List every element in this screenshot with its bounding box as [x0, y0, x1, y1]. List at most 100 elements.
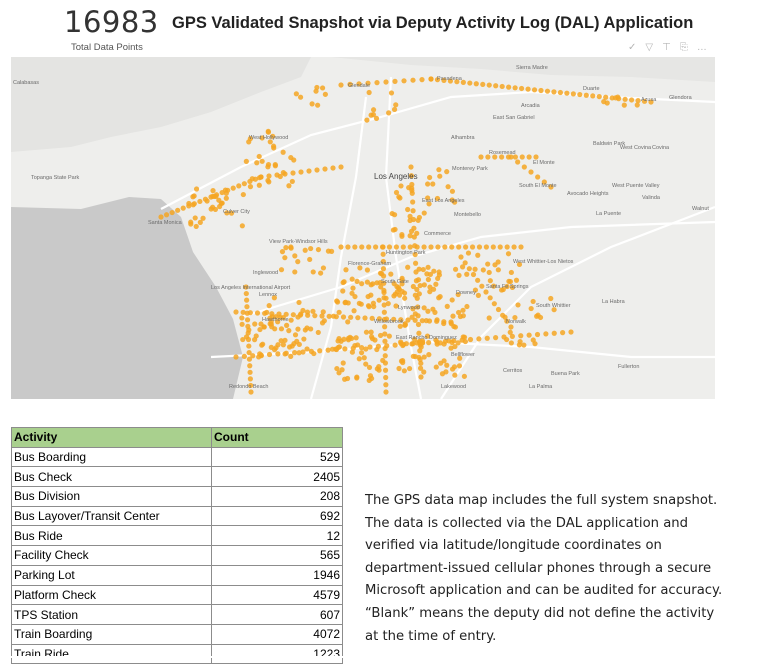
place-label: Azusa [641, 97, 657, 103]
gps-point [352, 293, 358, 300]
filter-icon[interactable]: ⊤ [662, 42, 671, 53]
gps-point [383, 79, 389, 85]
gps-point [382, 345, 388, 352]
table-row: Facility Check 565 [11, 545, 343, 566]
gps-point [461, 373, 467, 379]
filter-icon[interactable]: ▽ [645, 42, 654, 53]
gps-point [340, 360, 346, 366]
gps-point [233, 354, 239, 360]
gps-point [271, 295, 277, 301]
table-row: Bus Boarding 529 [11, 446, 343, 468]
gps-point [311, 350, 317, 357]
place-label: Bellflower [451, 352, 475, 358]
gps-point [506, 84, 512, 90]
gps-point [280, 149, 286, 155]
gps-point [417, 282, 423, 289]
gps-point [330, 313, 337, 319]
place-label: Fullerton [618, 364, 639, 370]
gps-point [399, 233, 405, 239]
activity-count-table: Activity Count Bus Boarding 529 Bus Check… [11, 427, 343, 664]
gps-point [445, 184, 451, 190]
gps-point [354, 278, 360, 284]
gps-point [411, 336, 418, 342]
gps-point [368, 112, 374, 118]
gps-point [551, 89, 557, 95]
column-header-count[interactable]: Count [211, 427, 343, 448]
gps-point [321, 318, 327, 324]
gps-point [495, 267, 501, 273]
gps-point [459, 264, 466, 270]
focus-icon[interactable]: ⎘ [679, 42, 688, 53]
gps-point [480, 81, 486, 88]
gps-point [401, 78, 407, 84]
gps-point [322, 91, 328, 97]
gps-point [447, 78, 454, 84]
gps-point [280, 170, 286, 176]
gps-point [239, 223, 245, 229]
gps-point [495, 259, 501, 265]
gps-point [228, 210, 235, 216]
gps-point [393, 244, 399, 250]
table-row: Train Boarding 4072 [11, 623, 343, 645]
gps-point [433, 337, 439, 343]
gps-point [475, 292, 481, 298]
pin-icon[interactable]: ✓ [628, 42, 637, 53]
gps-point [425, 276, 431, 283]
gps-point [504, 318, 510, 324]
gps-point [564, 90, 570, 96]
gps-point [393, 102, 399, 108]
gps-point [535, 312, 541, 318]
gps-point [393, 303, 399, 309]
gps-point [396, 365, 402, 372]
gps-point [641, 98, 648, 104]
gps-point [424, 333, 431, 339]
gps-point [338, 82, 344, 88]
gps-point [495, 306, 502, 313]
gps-point [208, 206, 214, 212]
gps-point [383, 374, 389, 381]
gps-map[interactable]: Calabasas Glendale Pasadena Sierra Madre Dua… [11, 57, 715, 399]
gps-point [270, 133, 276, 139]
gps-point [192, 215, 198, 221]
gps-point [418, 360, 424, 366]
gps-point [345, 244, 351, 250]
gps-point [414, 286, 420, 293]
gps-point [314, 167, 320, 173]
gps-point [427, 174, 433, 181]
gps-point [357, 265, 363, 271]
gps-point [449, 244, 455, 250]
gps-point [455, 340, 461, 346]
gps-point [427, 271, 433, 278]
gps-point [436, 167, 442, 173]
gps-point [410, 341, 416, 347]
place-label: Walnut [692, 206, 709, 212]
place-label: Norwalk [506, 319, 526, 325]
gps-point [336, 309, 342, 315]
gps-point [498, 287, 505, 293]
place-label: Los Angeles International Airport [211, 285, 291, 291]
gps-point [288, 244, 294, 250]
gps-point [462, 260, 468, 266]
gps-point [628, 97, 635, 103]
gps-point [409, 185, 415, 191]
gps-point [193, 223, 199, 230]
gps-point [248, 382, 254, 389]
gps-point [458, 254, 464, 260]
gps-point [508, 324, 514, 330]
gps-point [371, 303, 377, 310]
gps-point [275, 319, 281, 325]
gps-point [407, 217, 413, 224]
place-label: Topanga State Park [31, 175, 80, 181]
gps-point [354, 375, 360, 381]
gps-point [426, 340, 432, 346]
gps-point [364, 117, 370, 123]
column-header-activity[interactable]: Activity [11, 427, 212, 448]
gps-point [449, 297, 455, 303]
gps-point [526, 154, 532, 160]
place-label: Lennox [259, 292, 277, 298]
gps-point [475, 277, 481, 283]
gps-point [409, 314, 415, 320]
gps-point [383, 389, 389, 395]
gps-point [410, 306, 416, 312]
more-icon[interactable]: … [696, 42, 707, 53]
